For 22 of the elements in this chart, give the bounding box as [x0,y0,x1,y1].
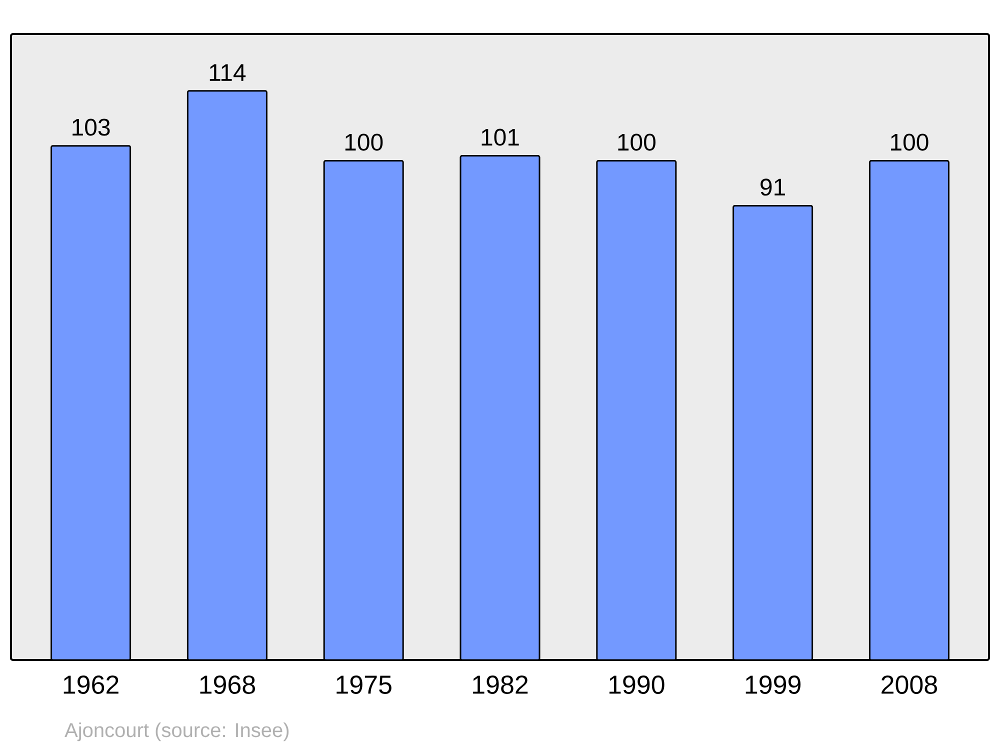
x-tick-label: 1968 [200,676,255,694]
bar [868,160,950,660]
bar [732,204,814,660]
data-label: 100 [345,134,383,151]
bar [186,90,268,660]
x-tick-label: 1975 [336,676,392,694]
bar [50,145,132,660]
x-tick-label: 1990 [609,676,664,694]
x-tick-label: 1999 [746,676,800,694]
x-tick-label: 1982 [473,676,528,694]
data-label: 114 [210,64,246,81]
x-tick-label: 1962 [64,676,118,694]
x-tick-label: 2008 [882,676,937,694]
data-label: 100 [618,134,656,151]
bar [323,160,404,660]
bar [596,160,677,660]
bar [460,155,540,660]
text: Ajoncourt (source: Insee) [64,722,289,742]
data-label: 100 [891,134,928,151]
data-label: 91 [760,178,785,196]
data-label: 101 [482,128,519,146]
data-label: 103 [72,118,110,136]
